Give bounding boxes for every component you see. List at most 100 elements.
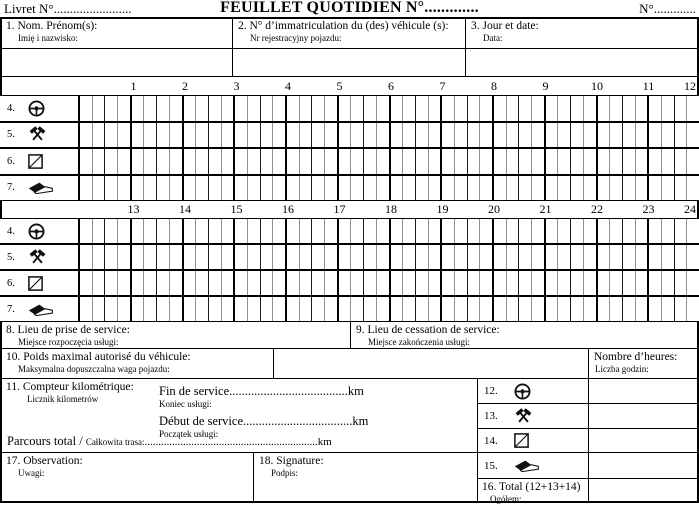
time-quarter-cell[interactable]: [557, 271, 570, 295]
time-quarter-cell[interactable]: [336, 149, 351, 174]
time-quarter-cell[interactable]: [220, 122, 234, 147]
registration-entry-cell[interactable]: [232, 48, 466, 77]
time-quarter-cell[interactable]: [91, 122, 105, 147]
time-quarter-cell[interactable]: [595, 122, 610, 147]
time-quarter-cell[interactable]: [479, 219, 492, 243]
time-quarter-cell[interactable]: [621, 96, 635, 121]
time-quarter-cell[interactable]: [272, 149, 285, 174]
total-row-15-value[interactable]: [588, 452, 699, 479]
time-quarter-cell[interactable]: [466, 122, 480, 147]
total-row-13-value[interactable]: [588, 403, 699, 429]
time-quarter-cell[interactable]: [492, 245, 506, 269]
signature-cell[interactable]: 18. Signature: Podpis:: [253, 452, 478, 503]
time-quarter-cell[interactable]: [324, 175, 337, 200]
time-quarter-cell[interactable]: [647, 245, 661, 269]
time-quarter-cell[interactable]: [518, 122, 531, 147]
time-quarter-cell[interactable]: [233, 297, 247, 321]
time-quarter-cell[interactable]: [634, 271, 648, 295]
time-quarter-cell[interactable]: [673, 219, 687, 243]
time-quarter-cell[interactable]: [557, 219, 570, 243]
time-quarter-cell[interactable]: [647, 271, 661, 295]
time-quarter-cell[interactable]: [168, 122, 182, 147]
time-quarter-cell[interactable]: [104, 175, 117, 200]
time-quarter-cell[interactable]: [518, 219, 531, 243]
time-quarter-cell[interactable]: [363, 122, 376, 147]
time-quarter-cell[interactable]: [324, 271, 337, 295]
time-quarter-cell[interactable]: [518, 271, 531, 295]
time-quarter-cell[interactable]: [207, 271, 221, 295]
time-quarter-cell[interactable]: [104, 271, 117, 295]
time-quarter-cell[interactable]: [466, 175, 480, 200]
time-quarter-cell[interactable]: [336, 122, 351, 147]
time-quarter-cell[interactable]: [595, 245, 610, 269]
time-quarter-cell[interactable]: [375, 96, 389, 121]
total-distance-line[interactable]: Parcours total / Całkowita trasa:.......…: [7, 432, 332, 450]
time-quarter-cell[interactable]: [543, 219, 558, 243]
time-quarter-cell[interactable]: [117, 245, 130, 269]
time-quarter-cell[interactable]: [570, 96, 583, 121]
time-quarter-cell[interactable]: [440, 175, 454, 200]
time-quarter-cell[interactable]: [298, 219, 312, 243]
time-quarter-cell[interactable]: [686, 219, 699, 243]
time-quarter-cell[interactable]: [543, 122, 558, 147]
time-quarter-cell[interactable]: [609, 245, 622, 269]
time-quarter-cell[interactable]: [207, 297, 221, 321]
time-quarter-cell[interactable]: [246, 175, 260, 200]
time-quarter-cell[interactable]: [518, 175, 531, 200]
time-quarter-cell[interactable]: [350, 122, 363, 147]
time-quarter-cell[interactable]: [104, 122, 117, 147]
time-quarter-cell[interactable]: [195, 122, 208, 147]
time-quarter-cell[interactable]: [414, 96, 428, 121]
time-quarter-cell[interactable]: [414, 122, 428, 147]
time-quarter-cell[interactable]: [129, 245, 144, 269]
time-quarter-cell[interactable]: [168, 271, 182, 295]
time-quarter-cell[interactable]: [311, 297, 324, 321]
time-quarter-cell[interactable]: [156, 149, 169, 174]
time-quarter-cell[interactable]: [453, 175, 467, 200]
time-quarter-cell[interactable]: [673, 96, 687, 121]
time-quarter-cell[interactable]: [220, 219, 234, 243]
time-quarter-cell[interactable]: [324, 245, 337, 269]
time-quarter-cell[interactable]: [259, 219, 273, 243]
time-quarter-cell[interactable]: [156, 96, 169, 121]
time-quarter-cell[interactable]: [336, 96, 351, 121]
time-quarter-cell[interactable]: [298, 175, 312, 200]
time-quarter-cell[interactable]: [402, 297, 415, 321]
time-quarter-cell[interactable]: [570, 122, 583, 147]
time-quarter-cell[interactable]: [272, 219, 285, 243]
total-row-12-value[interactable]: [588, 378, 699, 404]
time-quarter-cell[interactable]: [285, 122, 299, 147]
time-quarter-cell[interactable]: [582, 175, 596, 200]
time-quarter-cell[interactable]: [453, 219, 467, 243]
time-quarter-cell[interactable]: [466, 297, 480, 321]
time-quarter-cell[interactable]: [259, 245, 273, 269]
time-quarter-cell[interactable]: [427, 175, 441, 200]
time-quarter-cell[interactable]: [375, 297, 389, 321]
time-quarter-cell[interactable]: [557, 96, 570, 121]
time-quarter-cell[interactable]: [117, 122, 130, 147]
time-quarter-cell[interactable]: [246, 297, 260, 321]
time-quarter-cell[interactable]: [143, 175, 156, 200]
time-quarter-cell[interactable]: [246, 122, 260, 147]
time-quarter-cell[interactable]: [479, 297, 492, 321]
time-quarter-cell[interactable]: [466, 149, 480, 174]
time-quarter-cell[interactable]: [660, 245, 674, 269]
time-quarter-cell[interactable]: [285, 149, 299, 174]
max-weight-entry-cell[interactable]: [273, 348, 589, 379]
time-quarter-cell[interactable]: [531, 175, 544, 200]
time-quarter-cell[interactable]: [518, 297, 531, 321]
time-quarter-cell[interactable]: [402, 122, 415, 147]
time-quarter-cell[interactable]: [207, 219, 221, 243]
time-quarter-cell[interactable]: [298, 122, 312, 147]
time-quarter-cell[interactable]: [195, 96, 208, 121]
time-quarter-cell[interactable]: [686, 175, 699, 200]
time-quarter-cell[interactable]: [156, 271, 169, 295]
time-quarter-cell[interactable]: [634, 245, 648, 269]
time-quarter-cell[interactable]: [453, 149, 467, 174]
time-quarter-cell[interactable]: [414, 175, 428, 200]
time-quarter-cell[interactable]: [570, 297, 583, 321]
time-quarter-cell[interactable]: [402, 149, 415, 174]
time-quarter-cell[interactable]: [233, 96, 247, 121]
time-quarter-cell[interactable]: [220, 96, 234, 121]
time-quarter-cell[interactable]: [336, 219, 351, 243]
